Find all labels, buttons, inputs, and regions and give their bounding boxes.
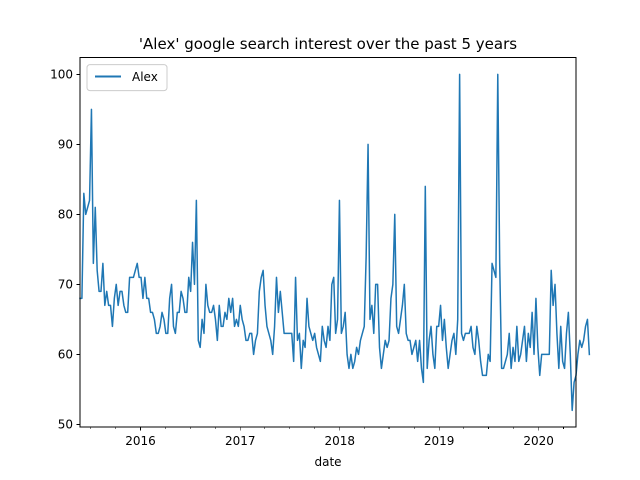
y-tick-label: 100 (50, 68, 73, 82)
x-tick-label: 2016 (125, 434, 156, 448)
y-tick-label: 80 (58, 208, 73, 222)
y-axis: 50 60 70 80 90 100 (50, 68, 80, 432)
series-line-alex (79, 73, 591, 412)
x-axis-label: date (314, 455, 341, 469)
y-tick-label: 90 (58, 138, 73, 152)
chart-title: 'Alex' google search interest over the p… (139, 35, 517, 53)
legend-label-alex: Alex (132, 70, 158, 84)
plot-frame (79, 57, 577, 428)
y-tick-label: 50 (58, 418, 73, 432)
series-lines (79, 73, 591, 412)
y-tick-label: 60 (58, 348, 73, 362)
x-tick-label: 2019 (424, 434, 455, 448)
x-tick-label: 2017 (225, 434, 256, 448)
x-tick-label: 2018 (324, 434, 355, 448)
y-tick-label: 70 (58, 278, 73, 292)
x-tick-label: 2020 (523, 434, 554, 448)
x-axis: 2016 2017 2018 2019 2020 (90, 427, 564, 448)
legend: Alex (86, 64, 168, 92)
legend-box (86, 64, 168, 92)
